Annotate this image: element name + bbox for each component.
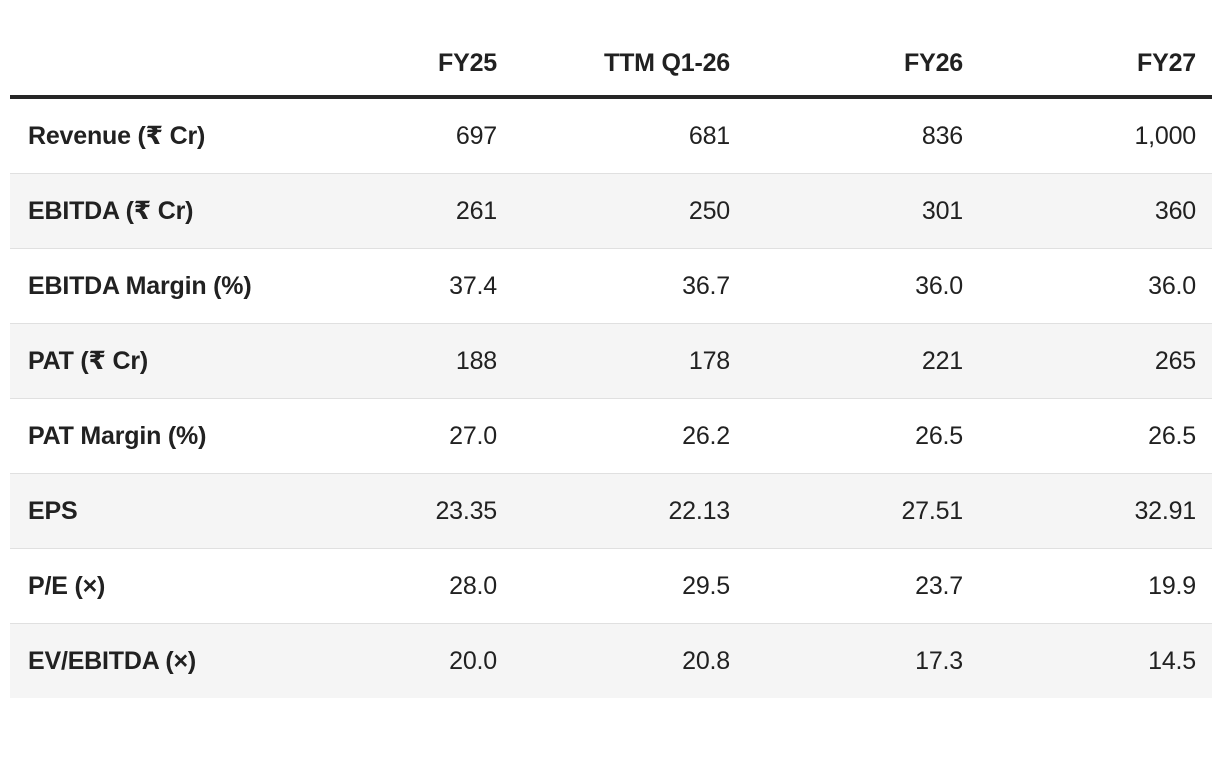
cell-value: 23.35	[435, 497, 497, 525]
cell-value: 188	[455, 347, 497, 375]
cell-value: 1,000	[1134, 122, 1196, 150]
period-column-header: FY26	[746, 0, 979, 99]
cell-value: 26.2	[682, 422, 730, 450]
row-label: PAT (₹ Cr)	[28, 347, 149, 375]
cell-value: 26.5	[915, 422, 963, 450]
period-column-header: TTM Q1-26	[513, 0, 746, 99]
cell-value: 27.0	[449, 422, 497, 450]
cell-value: 37.4	[449, 272, 497, 300]
cell-value: 20.0	[449, 647, 497, 675]
cell-value: 697	[455, 122, 497, 150]
table-row: EBITDA (₹ Cr) 261 250 301 360	[10, 173, 1212, 249]
financials-table: FY25 TTM Q1-26 FY26 FY27 Revenue (₹ Cr) 697 6…	[10, 0, 1212, 698]
cell-value: 221	[921, 347, 963, 375]
cell-value: 178	[688, 347, 730, 375]
row-label: PAT Margin (%)	[28, 422, 207, 450]
cell-value: 36.0	[1148, 272, 1196, 300]
cell-value: 26.5	[1148, 422, 1196, 450]
cell-value: 20.8	[682, 647, 730, 675]
table-header-row: FY25 TTM Q1-26 FY26 FY27	[10, 0, 1212, 99]
cell-value: 28.0	[449, 572, 497, 600]
table-row: PAT (₹ Cr) 188 178 221 265	[10, 323, 1212, 399]
metric-column-header	[10, 0, 280, 99]
table-row: P/E (×) 28.0 29.5 23.7 19.9	[10, 548, 1212, 624]
period-column-header: FY27	[979, 0, 1212, 99]
row-label: Revenue (₹ Cr)	[28, 122, 206, 150]
table-row: PAT Margin (%) 27.0 26.2 26.5 26.5	[10, 398, 1212, 474]
table-row: EPS 23.35 22.13 27.51 32.91	[10, 473, 1212, 549]
cell-value: 22.13	[668, 497, 730, 525]
cell-value: 301	[921, 197, 963, 225]
cell-value: 261	[455, 197, 497, 225]
cell-value: 265	[1154, 347, 1196, 375]
cell-value: 836	[921, 122, 963, 150]
table-row: EBITDA Margin (%) 37.4 36.7 36.0 36.0	[10, 248, 1212, 324]
row-label: EBITDA Margin (%)	[28, 272, 252, 300]
cell-value: 14.5	[1148, 647, 1196, 675]
cell-value: 360	[1154, 197, 1196, 225]
period-column-header: FY25	[280, 0, 513, 99]
cell-value: 29.5	[682, 572, 730, 600]
cell-value: 681	[688, 122, 730, 150]
cell-value: 23.7	[915, 572, 963, 600]
financials-table-container: FY25 TTM Q1-26 FY26 FY27 Revenue (₹ Cr) 697 6…	[10, 0, 1212, 698]
row-label: EPS	[28, 497, 78, 525]
table-row: Revenue (₹ Cr) 697 681 836 1,000	[10, 97, 1212, 174]
table-row: EV/EBITDA (×) 20.0 20.8 17.3 14.5	[10, 623, 1212, 698]
cell-value: 27.51	[901, 497, 963, 525]
cell-value: 250	[688, 197, 730, 225]
cell-value: 36.7	[682, 272, 730, 300]
cell-value: 17.3	[915, 647, 963, 675]
table-header: FY25 TTM Q1-26 FY26 FY27	[10, 0, 1212, 99]
table-body: Revenue (₹ Cr) 697 681 836 1,000 EBITDA (₹ Cr…	[10, 97, 1212, 698]
cell-value: 32.91	[1134, 497, 1196, 525]
cell-value: 19.9	[1148, 572, 1196, 600]
cell-value: 36.0	[915, 272, 963, 300]
row-label: EBITDA (₹ Cr)	[28, 197, 194, 225]
row-label: EV/EBITDA (×)	[28, 647, 197, 675]
row-label: P/E (×)	[28, 572, 106, 600]
